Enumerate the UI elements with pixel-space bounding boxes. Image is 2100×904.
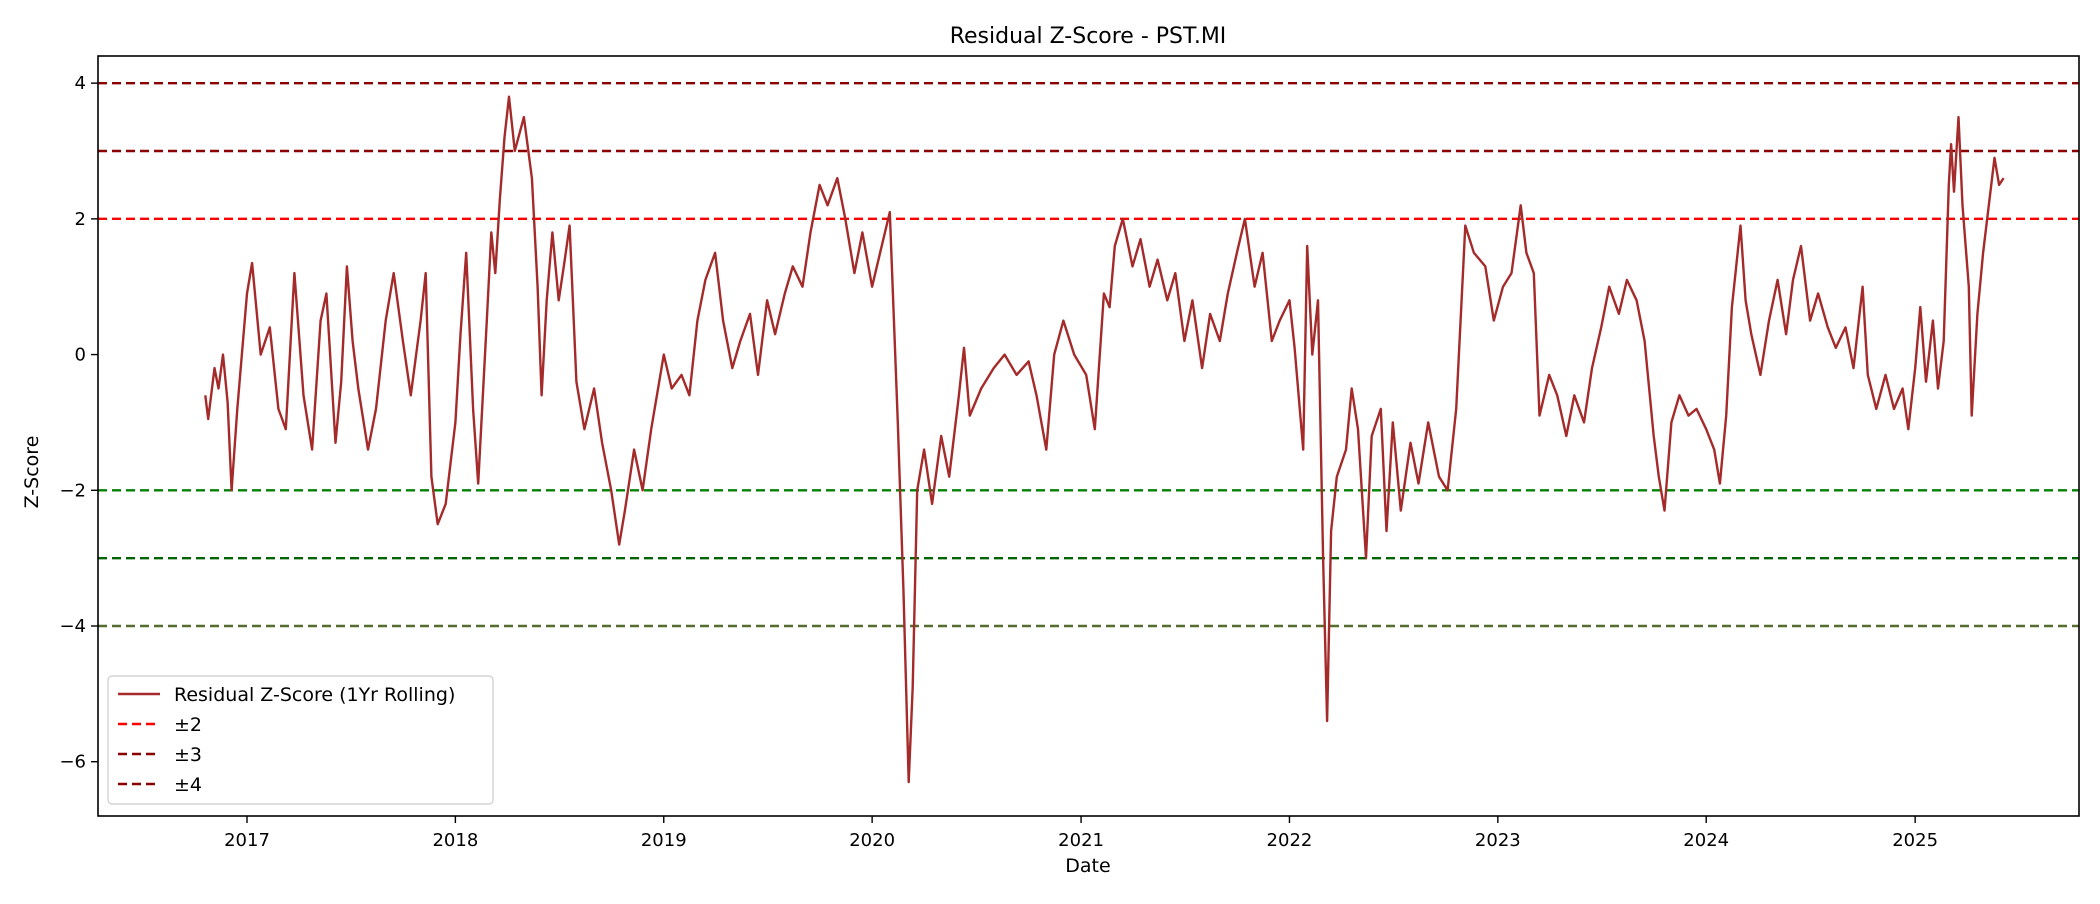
x-axis-ticks: 2017 2018 2019 2020 2021 2022 2023 2024 2025: [224, 816, 1938, 851]
reference-lines: [98, 81, 2079, 628]
legend-label: ±3: [174, 744, 202, 766]
x-tick-label: 2017: [224, 830, 270, 851]
x-tick-label: 2021: [1058, 830, 1104, 851]
y-tick-label: 0: [75, 345, 86, 366]
legend-label: ±2: [174, 714, 202, 736]
y-tick-label: −6: [59, 752, 86, 773]
legend-label: Residual Z-Score (1Yr Rolling): [174, 684, 455, 706]
x-tick-label: 2019: [641, 830, 687, 851]
legend-label: ±4: [174, 774, 202, 796]
y-tick-label: −4: [59, 616, 86, 637]
legend-box: [107, 675, 494, 805]
x-tick-label: 2024: [1683, 830, 1729, 851]
x-tick-label: 2025: [1892, 830, 1938, 851]
series-layer: [204, 95, 2005, 784]
y-axis-label: Z-Score: [21, 436, 43, 509]
legend: Residual Z-Score (1Yr Rolling) ±2 ±3 ±4: [107, 675, 494, 805]
x-tick-label: 2018: [432, 830, 478, 851]
y-tick-label: 2: [75, 209, 86, 230]
x-tick-label: 2020: [849, 830, 895, 851]
y-tick-label: 4: [75, 73, 86, 94]
y-axis-ticks: −6 −4 −2 0 2 4: [59, 73, 98, 773]
y-tick-label: −2: [59, 480, 86, 501]
series-line-0: [204, 95, 2005, 784]
x-axis-label: Date: [1065, 855, 1110, 877]
chart-title: Residual Z-Score - PST.MI: [950, 24, 1227, 49]
x-tick-label: 2023: [1475, 830, 1521, 851]
plot-frame: [97, 55, 2080, 817]
x-tick-label: 2022: [1267, 830, 1313, 851]
